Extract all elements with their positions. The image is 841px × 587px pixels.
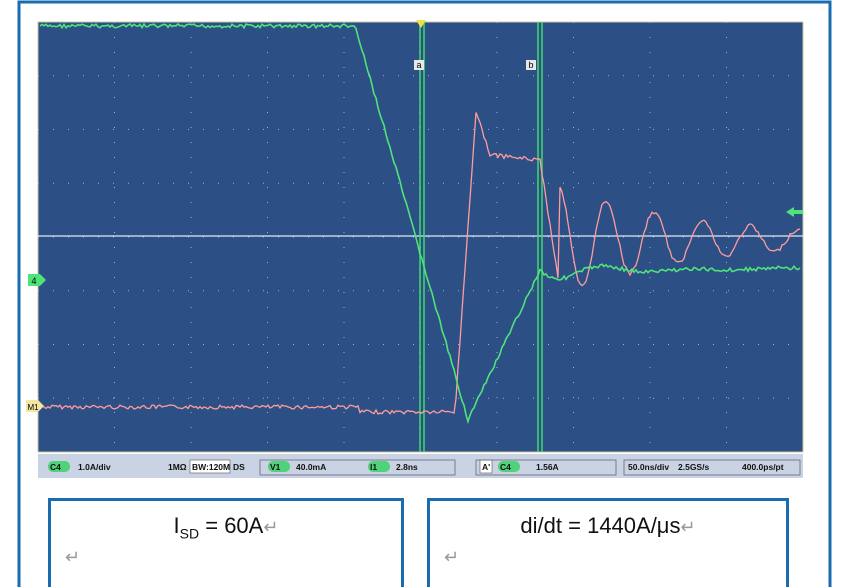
equation: ISD = 60A↵: [51, 513, 401, 541]
channel-marker: [28, 274, 46, 286]
cursor-label: b: [528, 60, 533, 70]
text-box: ISD = 60A↵ ↵: [48, 498, 404, 587]
status-text: 50.0ns/div: [628, 462, 669, 472]
status-group: [259, 459, 456, 476]
return-mark: ↵: [680, 517, 696, 537]
eq-part: di/dt = 1440A/μs: [520, 513, 681, 538]
return-mark: ↵: [444, 547, 460, 567]
status-text: 2.5GS/s: [678, 462, 709, 472]
voltage-trace: [39, 22, 801, 425]
cursor-label-bg: [526, 60, 536, 70]
level-arrow: [786, 207, 803, 217]
status-text: 2.8ns: [396, 462, 418, 472]
status-text: A': [482, 462, 490, 472]
return-mark: ↵: [263, 517, 279, 537]
eq-part: I: [173, 513, 180, 538]
status-pill: [498, 461, 520, 472]
subscript: SD: [179, 525, 200, 542]
status-pill: [48, 461, 70, 472]
status-bar: [38, 454, 803, 478]
status-text: 40.0mA: [296, 462, 326, 472]
status-box: [189, 459, 231, 474]
status-text: BW:120M: [192, 462, 230, 472]
status-items: C4 1.0A/div 1MΩ BW:120M DS V1 40.0mA I1 2.8ns A' C…: [48, 459, 801, 476]
cursor-label-bg: [414, 60, 424, 70]
status-text: C4: [50, 462, 61, 472]
equation: di/dt = 1440A/μs↵: [430, 513, 786, 539]
status-text: I1: [370, 462, 377, 472]
math-marker: [26, 400, 44, 412]
status-group: [475, 459, 617, 476]
status-text: 400.0ps/pt: [742, 462, 784, 472]
status-text: 1.0A/div: [78, 462, 111, 472]
status-text: C4: [500, 462, 511, 472]
status-pill: [368, 461, 390, 472]
status-group: [623, 459, 801, 476]
trigger-marker: [416, 20, 426, 28]
frame: [17, 0, 832, 587]
status-text: 1MΩ: [168, 462, 187, 472]
text-box: di/dt = 1440A/μs↵ ↵: [427, 498, 789, 587]
status-text: 1.56A: [536, 462, 559, 472]
status-text: DS: [233, 462, 245, 472]
channel-marker-label: 4: [31, 276, 36, 286]
current-trace: [39, 112, 801, 415]
math-marker-label: M1: [27, 403, 39, 412]
eq-part: = 60A: [199, 513, 264, 538]
return-mark: ↵: [65, 547, 81, 567]
cursor-label: a: [416, 60, 421, 70]
status-text: V1: [270, 462, 281, 472]
status-pill: [268, 461, 290, 472]
